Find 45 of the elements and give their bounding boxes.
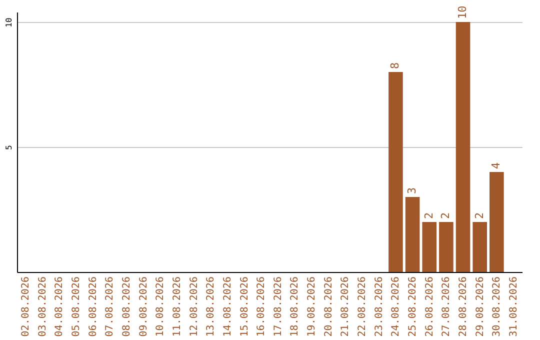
bar [456,22,470,272]
x-tick-label: 02.08.2026 [20,276,32,337]
x-tick-label: 23.08.2026 [374,276,385,337]
x-tick-label: 25.08.2026 [408,276,419,337]
x-tick-label: 28.08.2026 [458,276,470,337]
data-label: 8 [388,62,402,69]
data-label: 10 [456,6,470,19]
bar [405,197,420,272]
x-tick-label: 07.08.2026 [104,276,116,337]
x-tick-label: 13.08.2026 [206,276,217,337]
data-label: 2 [472,212,486,219]
x-tick-label: 31.08.2026 [508,276,520,337]
x-tick-label: 11.08.2026 [172,276,183,337]
data-label: 4 [490,162,503,169]
x-tick-label: 15.08.2026 [239,276,250,337]
data-label: 2 [439,212,452,219]
x-tick-label: 08.08.2026 [121,276,132,337]
x-tick-label: 06.08.2026 [88,276,99,337]
bar [472,222,487,272]
x-tick-label: 29.08.2026 [474,276,486,337]
data-label: 2 [422,212,436,219]
y-tick-label: 5 [4,144,14,150]
x-tick-label: 09.08.2026 [138,276,150,337]
x-tick-label: 16.08.2026 [256,276,268,337]
bar [388,72,403,272]
x-tick-label: 14.08.2026 [222,276,234,337]
x-tick-label: 04.08.2026 [54,276,66,337]
bar [422,222,437,272]
bar [439,222,454,272]
x-tick-label: 22.08.2026 [357,276,368,337]
bar [490,172,504,272]
x-tick-label: 30.08.2026 [492,276,503,337]
x-tick-label: 19.08.2026 [306,276,318,337]
x-tick-label: 20.08.2026 [323,276,334,337]
x-tick-label: 12.08.2026 [188,276,200,337]
x-tick-label: 26.08.2026 [424,276,436,337]
x-tick-label: 27.08.2026 [441,276,452,337]
x-tick-label: 03.08.2026 [37,276,48,337]
x-tick-label: 17.08.2026 [272,276,284,337]
x-tick-label: 18.08.2026 [290,276,301,337]
x-tick-label: 10.08.2026 [155,276,166,337]
x-tick-label: 21.08.2026 [340,276,352,337]
x-tick-label: 24.08.2026 [390,276,402,337]
data-label: 3 [406,187,419,194]
x-tick-label: 05.08.2026 [70,276,82,337]
